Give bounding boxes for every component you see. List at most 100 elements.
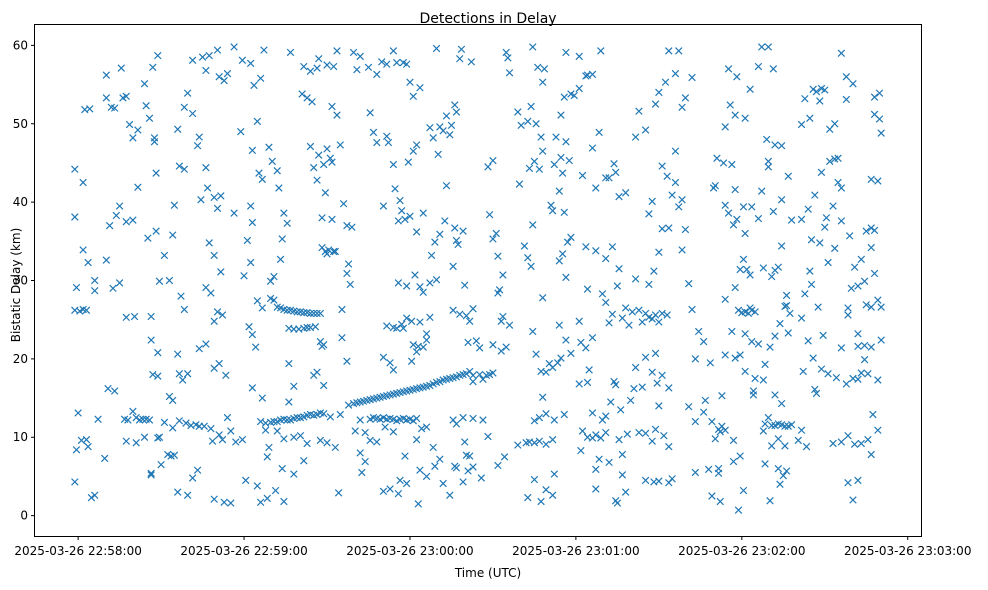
detection-marker [383,60,391,68]
detection-marker [314,151,323,159]
detection-marker [771,266,779,275]
detection-marker [809,354,817,362]
detection-marker [261,426,270,434]
detection-marker [618,471,627,479]
detection-marker [150,138,159,146]
detection-marker [777,399,786,408]
detection-marker [776,480,784,488]
detection-marker [502,48,510,57]
detection-marker [248,330,257,339]
detection-marker [227,427,235,435]
detection-marker [313,176,321,184]
detection-marker [168,396,177,405]
detection-marker [535,413,544,422]
detection-marker [575,380,583,388]
detection-marker [464,467,472,475]
detection-marker [456,310,464,318]
detection-marker [416,283,424,291]
detection-marker [270,296,278,304]
detection-marker [436,230,444,238]
detection-marker [465,452,474,460]
detection-marker [857,369,865,377]
detection-marker [240,272,248,280]
detection-marker [364,63,373,72]
detection-marker [223,69,232,78]
detection-marker [537,497,545,506]
detection-marker [285,398,293,406]
detection-marker [369,128,378,137]
detection-marker [82,306,91,315]
detection-marker [280,497,288,506]
detection-marker [300,308,308,317]
detection-marker [129,407,137,416]
detection-marker [718,422,726,431]
detection-marker [115,279,124,287]
detection-marker [188,56,197,64]
detection-marker [439,479,447,488]
detection-marker [769,65,778,73]
detection-marker [668,191,676,199]
detection-marker [595,455,603,463]
detection-marker [273,167,281,175]
detection-marker [741,229,749,238]
detection-marker [824,258,832,267]
detection-marker [641,126,650,134]
detection-marker [724,209,733,217]
detection-marker [557,111,565,119]
detection-marker [826,157,834,166]
detection-marker [555,187,564,195]
chart-title: Detections in Delay [419,11,556,27]
detection-marker [671,178,680,187]
detection-marker [280,209,288,217]
detection-marker [230,209,238,217]
detection-marker [867,224,875,232]
detection-marker [328,215,336,224]
detection-marker [165,276,174,285]
detection-marker [479,375,487,383]
detection-marker [246,59,255,68]
detection-marker [462,312,471,320]
detection-marker [402,282,411,290]
detection-marker [651,100,660,108]
detection-marker [631,363,640,372]
detection-marker [243,236,252,245]
detection-marker [781,422,789,431]
detection-marker [550,416,559,424]
detection-marker [461,438,469,446]
detection-marker [860,277,869,286]
detection-marker [500,453,509,461]
detection-marker [514,108,522,116]
detection-marker [409,417,418,425]
detection-marker [207,424,215,433]
detection-marker [797,215,806,224]
detection-marker [426,123,434,132]
detection-marker [452,236,461,245]
detection-marker [562,48,570,57]
detection-marker [751,308,759,316]
x-tick-label: 2025-03-26 23:01:00 [512,544,639,558]
detection-marker [611,381,620,389]
detection-marker [534,63,542,72]
detection-marker [560,410,569,419]
detection-marker [782,301,791,310]
detection-marker [469,377,477,386]
detection-marker [771,391,779,399]
detection-marker [379,202,388,210]
detection-marker [87,493,96,502]
detection-marker [560,208,569,217]
detection-marker [608,310,617,318]
detection-marker [392,58,401,67]
detection-marker [655,318,663,326]
detection-marker [870,110,879,119]
detection-marker [412,435,421,444]
detection-marker [602,298,610,307]
detection-marker [655,402,663,410]
detection-marker [452,420,461,428]
detection-marker [867,303,875,311]
detection-marker [409,92,418,101]
detection-marker [688,73,696,82]
y-tick-label: 30 [13,274,28,288]
detection-marker [154,434,162,442]
x-tick-label: 2025-03-26 22:58:00 [14,544,141,558]
detection-marker [801,290,809,298]
